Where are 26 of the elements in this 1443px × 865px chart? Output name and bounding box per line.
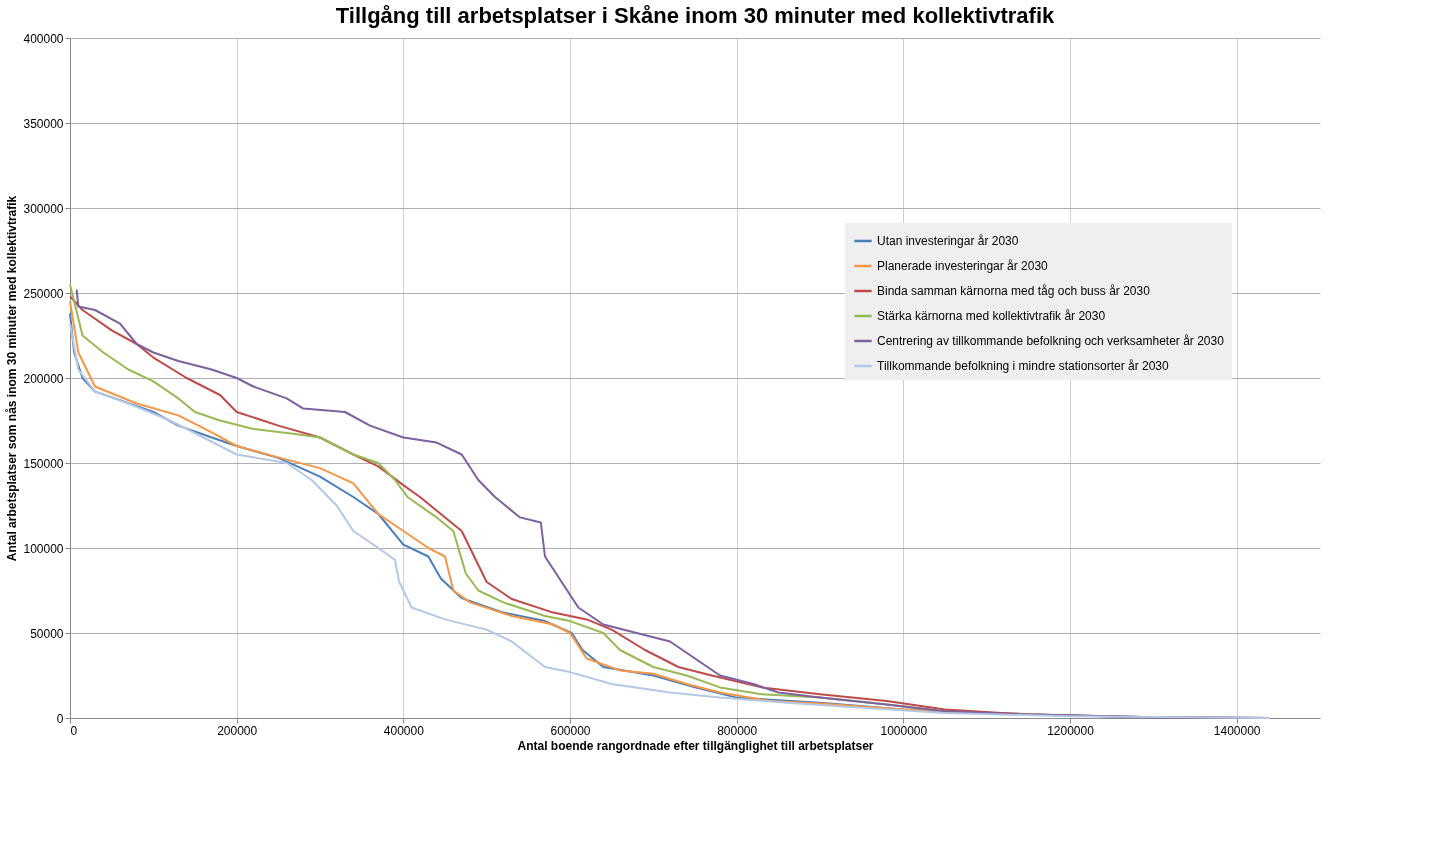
- x-tick-label: 0: [70, 723, 78, 738]
- x-tick-label: 600000: [550, 723, 591, 738]
- x-tick-label: 800000: [717, 723, 758, 738]
- y-tick-label: 100000: [23, 541, 64, 556]
- y-tick-label: 350000: [23, 116, 64, 131]
- y-tick-label: 250000: [23, 286, 64, 301]
- y-tick-label: 400000: [23, 31, 64, 46]
- y-tick-label: 300000: [23, 201, 64, 216]
- y-tick-label: 50000: [30, 626, 64, 641]
- chart-title: Tillgång till arbetsplatser i Skåne inom 30 minuter med kollektivtrafik: [335, 3, 1055, 28]
- legend-label: Planerade investeringar år 2030: [877, 259, 1049, 273]
- legend-label: Binda samman kärnorna med tåg och buss år 2030: [877, 284, 1151, 298]
- legend-label: Centrering av tillkommande befolkning och verksamheter år 2030: [877, 334, 1225, 348]
- x-tick-label: 1400000: [1213, 723, 1261, 738]
- legend-label: Stärka kärnorna med kollektivtrafik år 2030: [877, 309, 1106, 323]
- y-axis-title: Antal arbetsplatser som nås inom 30 minuter med kollektivtrafik: [5, 195, 20, 562]
- y-tick-label: 150000: [23, 456, 64, 471]
- x-axis-title: Antal boende rangordnade efter tillgänglighet till arbetsplatser: [517, 738, 874, 753]
- x-tick-label: 400000: [383, 723, 425, 738]
- x-tick-label: 1200000: [1047, 723, 1095, 738]
- legend-label: Utan investeringar år 2030: [877, 234, 1019, 248]
- y-tick-label: 0: [56, 711, 64, 726]
- x-tick-label: 1000000: [880, 723, 928, 738]
- x-tick-label: 200000: [217, 723, 258, 738]
- y-tick-label: 200000: [23, 371, 64, 386]
- legend-label: Tillkommande befolkning i mindre stationsorter år 2030: [877, 359, 1170, 373]
